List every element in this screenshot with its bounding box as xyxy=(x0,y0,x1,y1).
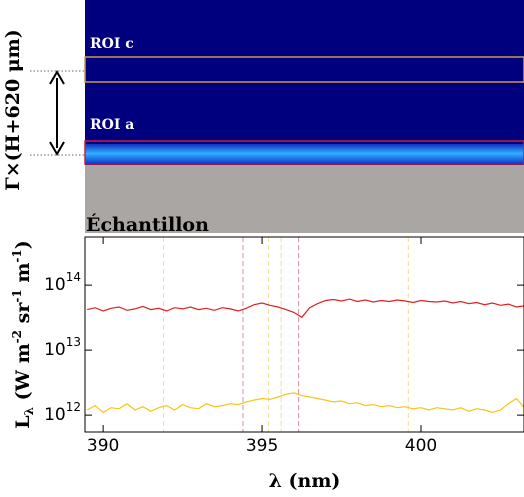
plot-area xyxy=(85,237,524,432)
sample-label: Échantillon xyxy=(86,213,209,236)
y-tick-label: 1012 xyxy=(44,400,81,426)
roi-label: ROI c xyxy=(90,36,134,52)
x-axis-label: λ (nm) xyxy=(269,470,341,492)
y-tick-base: 10 xyxy=(44,275,66,295)
y-label-part: ) xyxy=(12,240,34,249)
y-tick-base: 10 xyxy=(44,405,66,425)
roi-c-box xyxy=(84,56,524,83)
x-tick-label: 400 xyxy=(405,436,437,456)
y-label-part: -1 xyxy=(10,249,24,262)
y-label-part: L xyxy=(12,415,34,428)
y-tick-base: 10 xyxy=(44,340,66,360)
roi-a-box xyxy=(84,140,524,165)
y-label-part: sr xyxy=(12,302,34,330)
roi-label: ROI a xyxy=(90,117,134,133)
x-tick-label: 390 xyxy=(87,436,119,456)
y-tick-label: 1014 xyxy=(44,270,81,296)
spectrum-line xyxy=(86,392,524,414)
arrow-heads xyxy=(49,70,65,156)
y-label-part: λ xyxy=(22,407,36,415)
height-label: Γ×(H+620 μm) xyxy=(2,29,24,191)
y-tick-exponent: 14 xyxy=(66,270,81,284)
detector-image: ROI c ROI a Échantillon Γ×(H+620 μm) xyxy=(2,0,524,236)
spectrum-line xyxy=(87,298,524,319)
y-tick-label: 1013 xyxy=(44,335,81,361)
emission-band xyxy=(85,144,524,163)
y-label-part: -1 xyxy=(10,289,24,302)
y-label-part: -2 xyxy=(10,330,24,343)
x-tick-label: 395 xyxy=(246,436,278,456)
sample-region xyxy=(85,165,524,233)
y-label-part: m xyxy=(12,263,34,290)
y-label-part: (W m xyxy=(12,343,34,407)
plot-frame xyxy=(84,236,524,433)
y-tick-exponent: 13 xyxy=(66,335,81,349)
y-axis-label: Lλ (W m-2 sr-1 m-1) xyxy=(10,240,36,429)
y-tick-exponent: 12 xyxy=(66,400,81,414)
